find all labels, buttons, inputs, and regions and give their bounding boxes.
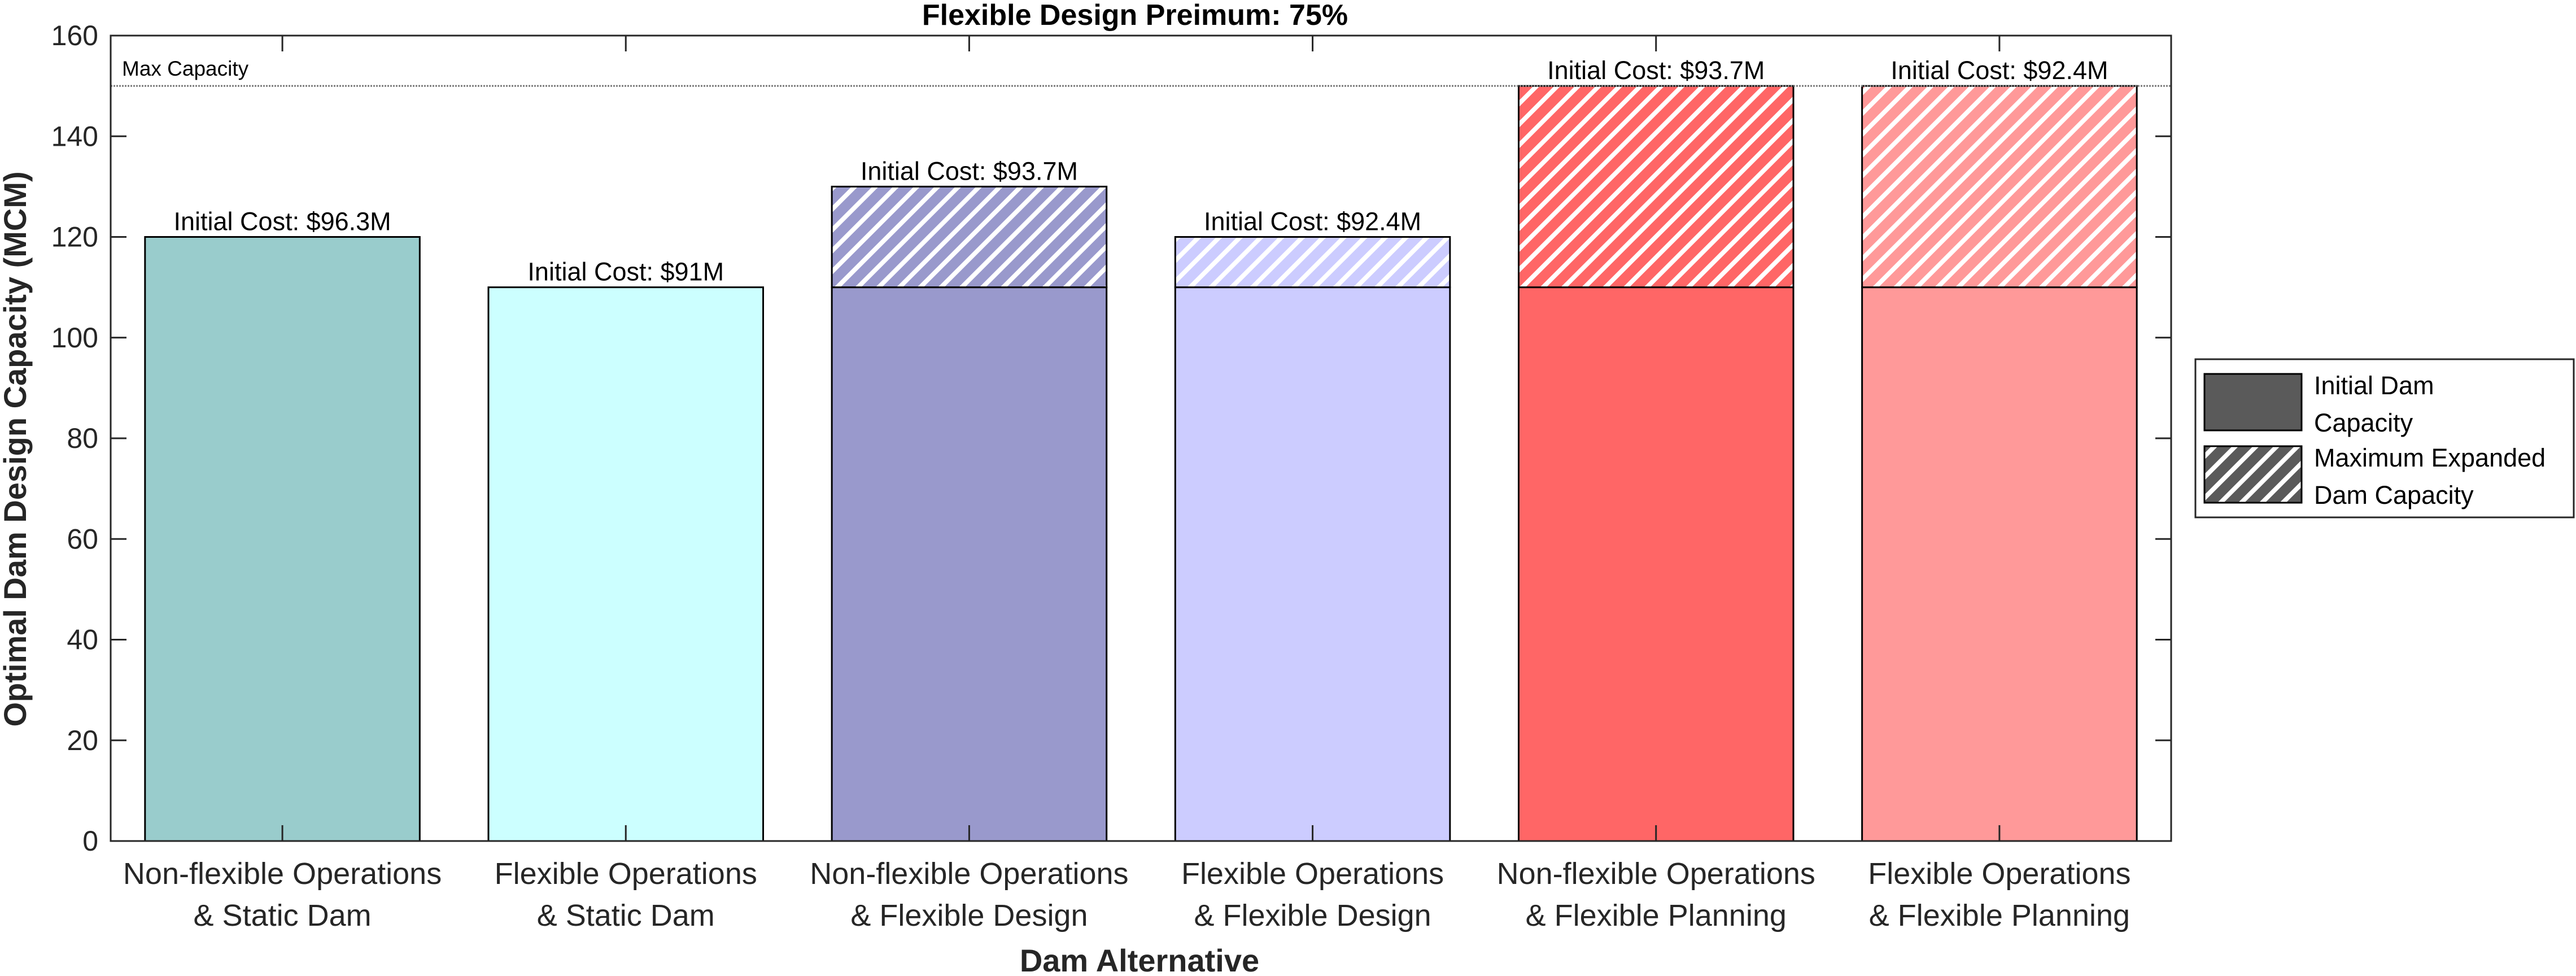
bar-initial-capacity: [144, 236, 421, 842]
y-tick-label: 40: [67, 624, 98, 656]
y-tick-label: 100: [51, 322, 98, 354]
bar-cost-label: Initial Cost: $91M: [527, 258, 724, 286]
chart-title: Flexible Design Preimum: 75%: [922, 0, 1348, 32]
legend-swatch-expanded: [2203, 445, 2303, 504]
legend-entry-label: Initial Dam Capacity: [2314, 371, 2434, 437]
x-tick-label: Non-flexible Operations & Static Dam: [123, 857, 442, 933]
y-tick-label: 0: [82, 825, 98, 857]
bar-cost-label: Initial Cost: $93.7M: [861, 156, 1078, 185]
x-axis-label: Dam Alternative: [1020, 943, 1259, 976]
y-tick-label: 120: [51, 221, 98, 253]
x-tick-label: Non-flexible Operations & Flexible Design: [810, 857, 1128, 933]
x-tick-label: Non-flexible Operations & Flexible Planni…: [1497, 857, 1815, 933]
y-tick-label: 160: [51, 20, 98, 51]
bar-initial-capacity: [831, 286, 1108, 842]
x-tick-label: Flexible Operations & Flexible Design: [1181, 857, 1444, 933]
bar-expanded-capacity: [1861, 85, 2138, 289]
bar-cost-label: Initial Cost: $92.4M: [1204, 207, 1421, 236]
max-capacity-line-group: Max Capacity: [111, 57, 2171, 87]
bar-initial-capacity: [1861, 286, 2138, 842]
bar-expanded-capacity: [1174, 236, 1451, 289]
legend-entry-label: Maximum Expanded Dam Capacity: [2314, 443, 2546, 509]
bar-initial-capacity: [487, 286, 765, 842]
y-tick-label: 60: [67, 523, 98, 555]
x-tick-label: Flexible Operations & Static Dam: [495, 857, 757, 933]
bar-expanded-capacity: [1517, 85, 1795, 289]
bar-cost-label: Initial Cost: $96.3M: [173, 207, 391, 236]
x-tick-label: Flexible Operations & Flexible Planning: [1868, 857, 2130, 933]
axes-group: 0 20 40 60 80 100 120 140 160 Non-flexible Operat…: [51, 20, 2172, 933]
bar-initial-capacity: [1517, 286, 1795, 842]
legend-swatch-initial: [2203, 373, 2303, 432]
y-tick-label: 140: [51, 120, 98, 152]
y-tick-label: 80: [67, 422, 98, 454]
bar-initial-capacity: [1174, 286, 1451, 842]
data-labels-group: Initial Cost: $96.3M Initial Cost: $91M In…: [173, 56, 2108, 286]
y-axis-label: Optimal Dam Design Capacity (MCM): [0, 171, 33, 726]
bar-expanded-capacity: [831, 185, 1108, 289]
bar-cost-label: Initial Cost: $92.4M: [1890, 56, 2108, 85]
y-tick-label: 20: [67, 725, 98, 756]
max-capacity-label: Max Capacity: [122, 57, 249, 80]
bars-group: [144, 85, 2138, 842]
bar-cost-label: Initial Cost: $93.7M: [1547, 56, 1765, 85]
